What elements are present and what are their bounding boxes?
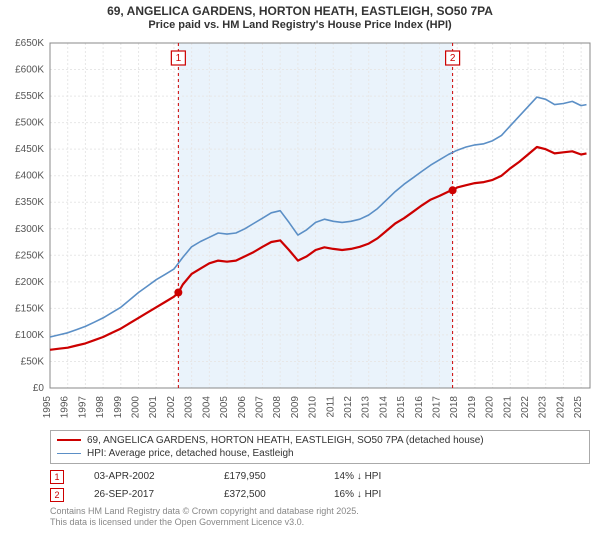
svg-text:2005: 2005 xyxy=(219,395,230,418)
svg-text:2018: 2018 xyxy=(449,395,460,418)
title-line2: Price paid vs. HM Land Registry's House … xyxy=(0,19,600,33)
svg-text:1996: 1996 xyxy=(60,395,71,418)
svg-text:£100K: £100K xyxy=(15,330,44,341)
footer-line2: This data is licensed under the Open Gov… xyxy=(50,517,590,528)
legend-swatch xyxy=(57,439,81,441)
svg-text:2013: 2013 xyxy=(361,395,372,418)
svg-text:1997: 1997 xyxy=(77,395,88,418)
chart-title: 69, ANGELICA GARDENS, HORTON HEATH, EAST… xyxy=(0,0,600,33)
svg-text:2022: 2022 xyxy=(520,395,531,418)
svg-text:2001: 2001 xyxy=(148,395,159,418)
legend-row: HPI: Average price, detached house, East… xyxy=(57,447,583,460)
svg-text:1: 1 xyxy=(176,53,182,64)
svg-text:2007: 2007 xyxy=(254,395,265,418)
sale-date: 26-SEP-2017 xyxy=(94,489,194,500)
svg-text:2020: 2020 xyxy=(485,395,496,418)
sale-marker-box: 1 xyxy=(50,470,64,484)
svg-text:2000: 2000 xyxy=(131,395,142,418)
svg-text:2010: 2010 xyxy=(308,395,319,418)
svg-text:2021: 2021 xyxy=(502,395,513,418)
svg-text:£450K: £450K xyxy=(15,144,44,155)
chart-legend: 69, ANGELICA GARDENS, HORTON HEATH, EAST… xyxy=(50,430,590,464)
sale-marker-box: 2 xyxy=(50,488,64,502)
sale-diff: 14% ↓ HPI xyxy=(334,471,424,482)
sale-price: £179,950 xyxy=(224,471,304,482)
svg-text:2002: 2002 xyxy=(166,395,177,418)
svg-text:£600K: £600K xyxy=(15,64,44,75)
svg-text:£150K: £150K xyxy=(15,303,44,314)
svg-text:£250K: £250K xyxy=(15,250,44,261)
svg-text:2: 2 xyxy=(450,53,456,64)
sale-diff: 16% ↓ HPI xyxy=(334,489,424,500)
legend-row: 69, ANGELICA GARDENS, HORTON HEATH, EAST… xyxy=(57,434,583,447)
legend-label: HPI: Average price, detached house, East… xyxy=(87,448,294,459)
legend-swatch xyxy=(57,453,81,454)
svg-text:2011: 2011 xyxy=(325,395,336,417)
svg-text:£200K: £200K xyxy=(15,277,44,288)
svg-text:2017: 2017 xyxy=(432,395,443,418)
sale-row: 2 26-SEP-2017 £372,500 16% ↓ HPI xyxy=(50,486,590,504)
svg-text:2006: 2006 xyxy=(237,395,248,418)
svg-text:2004: 2004 xyxy=(201,395,212,418)
svg-text:2019: 2019 xyxy=(467,395,478,418)
svg-text:£400K: £400K xyxy=(15,170,44,181)
svg-text:2024: 2024 xyxy=(555,395,566,418)
svg-text:2003: 2003 xyxy=(184,395,195,418)
svg-text:£550K: £550K xyxy=(15,91,44,102)
svg-text:2009: 2009 xyxy=(290,395,301,418)
title-line1: 69, ANGELICA GARDENS, HORTON HEATH, EAST… xyxy=(0,4,600,19)
sale-date: 03-APR-2002 xyxy=(94,471,194,482)
svg-text:2016: 2016 xyxy=(414,395,425,418)
svg-text:2008: 2008 xyxy=(272,395,283,418)
svg-text:£0: £0 xyxy=(33,383,45,394)
svg-text:2014: 2014 xyxy=(378,395,389,418)
svg-text:1998: 1998 xyxy=(95,395,106,418)
chart-plot: £0 £50K £100K £150K £200K £250K £300K £350K £400… xyxy=(0,33,600,428)
svg-text:£300K: £300K xyxy=(15,224,44,235)
legend-label: 69, ANGELICA GARDENS, HORTON HEATH, EAST… xyxy=(87,435,484,446)
svg-text:2012: 2012 xyxy=(343,395,354,418)
footer-line1: Contains HM Land Registry data © Crown c… xyxy=(50,506,590,517)
sale-price: £372,500 xyxy=(224,489,304,500)
svg-text:1999: 1999 xyxy=(113,395,124,418)
svg-text:£350K: £350K xyxy=(15,197,44,208)
svg-text:£650K: £650K xyxy=(15,38,44,49)
sales-table: 1 03-APR-2002 £179,950 14% ↓ HPI 2 26-SEP-201… xyxy=(50,468,590,504)
svg-text:£500K: £500K xyxy=(15,117,44,128)
svg-text:2015: 2015 xyxy=(396,395,407,418)
svg-text:1995: 1995 xyxy=(42,395,53,418)
svg-text:2025: 2025 xyxy=(573,395,584,418)
sale-row: 1 03-APR-2002 £179,950 14% ↓ HPI xyxy=(50,468,590,486)
chart-footer: Contains HM Land Registry data © Crown c… xyxy=(50,506,590,529)
svg-text:2023: 2023 xyxy=(538,395,549,418)
svg-text:£50K: £50K xyxy=(21,356,45,367)
